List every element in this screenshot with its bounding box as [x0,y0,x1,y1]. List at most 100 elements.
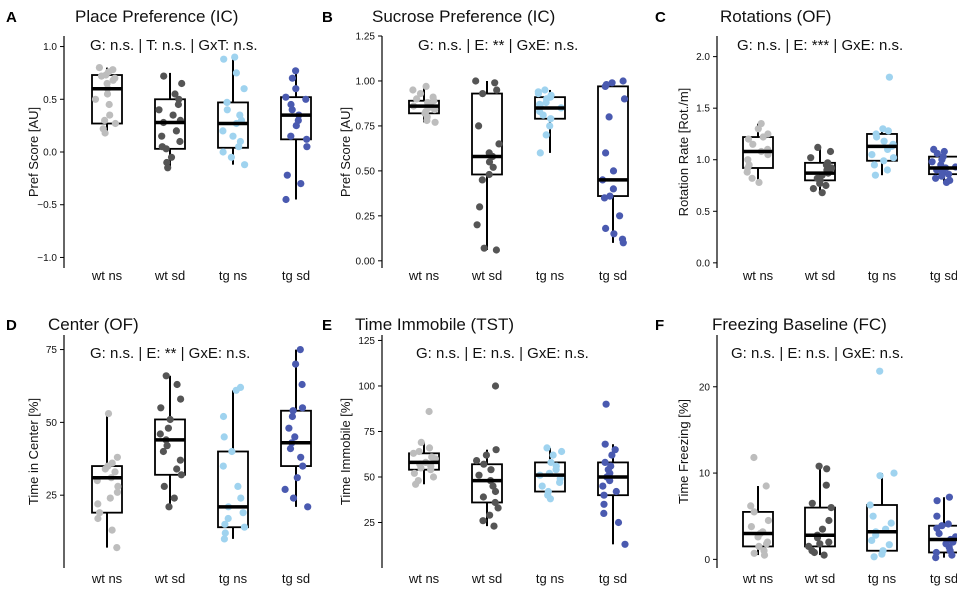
data-point [223,98,231,106]
data-point [415,447,423,456]
data-point [609,185,618,193]
data-point [889,154,898,162]
data-point [479,90,487,98]
data-point [602,400,610,408]
group-wt-ns [742,453,774,559]
data-point [163,442,171,450]
stats-annotation: G: n.s. | E: n.s. | GxE: n.s. [416,345,589,362]
data-point [744,135,753,143]
data-point [219,127,227,135]
data-point [820,551,828,559]
data-point [289,407,297,415]
data-point [113,488,121,496]
data-point [608,79,616,87]
y-tick-label: 1.0 [43,42,57,53]
data-point [234,482,242,490]
category-label: tg sd [930,571,957,586]
data-point [409,449,418,457]
stats-annotation: G: n.s. | E: ** | GxE: n.s. [90,345,250,362]
data-point [933,497,941,505]
data-point [304,503,312,511]
data-point [287,132,295,140]
data-point [177,395,185,403]
data-point [759,133,767,141]
data-point [932,554,940,562]
panel-c: C Rotations (OF) G: n.s. | E: *** | GxE: n… [655,7,957,283]
group-tg-sd [597,400,629,548]
data-point [177,471,185,479]
category-label: tg sd [599,571,627,586]
data-point [106,494,114,502]
data-point [164,424,172,432]
y-axis-title: Pref Score [AU] [26,107,41,197]
data-point [486,511,494,519]
data-point [298,380,306,389]
data-point [172,127,180,135]
data-point [220,535,228,543]
data-point [297,180,305,188]
data-point [173,465,181,473]
data-point [816,540,824,548]
data-point [292,85,300,93]
category-label: tg ns [536,571,565,586]
data-point [546,122,554,130]
data-point [754,125,762,133]
data-point [816,179,824,187]
data-point [480,460,488,468]
data-point [485,170,493,179]
data-point [288,412,296,421]
group-tg-ns [217,383,249,543]
data-point [473,457,481,465]
data-point [293,474,301,482]
data-point [288,74,296,82]
y-tick-label: 2.0 [696,52,710,63]
data-point [221,520,229,528]
data-point [416,90,425,98]
data-point [240,85,248,93]
data-point [167,153,176,161]
stats-annotation: G: n.s. | E: *** | GxE: n.s. [737,37,903,54]
stats-annotation: G: n.s. | T: n.s. | GxT: n.s. [90,37,258,54]
group-wt-sd [471,382,503,530]
data-point [489,482,497,490]
data-point [490,522,498,530]
data-point [942,178,951,186]
data-point [162,145,170,153]
data-point [489,163,497,171]
group-tg-ns [866,367,898,561]
group-wt-sd [154,372,186,511]
data-point [948,551,956,559]
data-point [620,95,629,103]
category-label: tg sd [282,268,310,283]
data-point [608,451,616,459]
data-point [871,171,880,179]
data-point [108,526,116,534]
data-point [413,95,421,103]
category-label: wt sd [154,571,185,586]
panel-letter: F [655,317,664,334]
data-point [101,129,109,137]
data-point [298,404,307,412]
data-point [614,518,623,527]
panel-d: D Center (OF) G: n.s. | E: ** | GxE: n.s. 2… [6,315,312,586]
y-tick-label: 10 [699,469,711,480]
data-point [547,115,555,123]
y-tick-label: 0.50 [356,166,376,177]
data-point [292,122,300,130]
group-tg-sd [928,493,957,562]
data-point [935,529,943,538]
data-point [283,171,291,179]
data-point [91,95,100,103]
data-point [883,166,892,174]
panel-b: B Sucrose Preference (IC) G: n.s. | E: ** … [322,7,629,283]
data-point [173,380,181,389]
data-point [101,465,109,473]
data-point [239,509,247,517]
category-label: wt sd [804,571,835,586]
data-point [480,244,488,252]
category-label: tg ns [868,571,897,586]
box [471,463,503,504]
data-point [94,514,102,523]
data-point [755,178,763,186]
stats-annotation: G: n.s. | E: n.s. | GxE: n.s. [731,345,904,362]
